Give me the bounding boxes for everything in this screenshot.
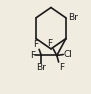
Text: Br: Br bbox=[68, 13, 78, 22]
Text: Br: Br bbox=[36, 63, 46, 72]
Text: F: F bbox=[30, 51, 35, 60]
Text: F: F bbox=[47, 39, 52, 48]
Text: F: F bbox=[59, 63, 64, 72]
Text: F: F bbox=[33, 40, 39, 49]
Text: Cl: Cl bbox=[64, 50, 73, 59]
